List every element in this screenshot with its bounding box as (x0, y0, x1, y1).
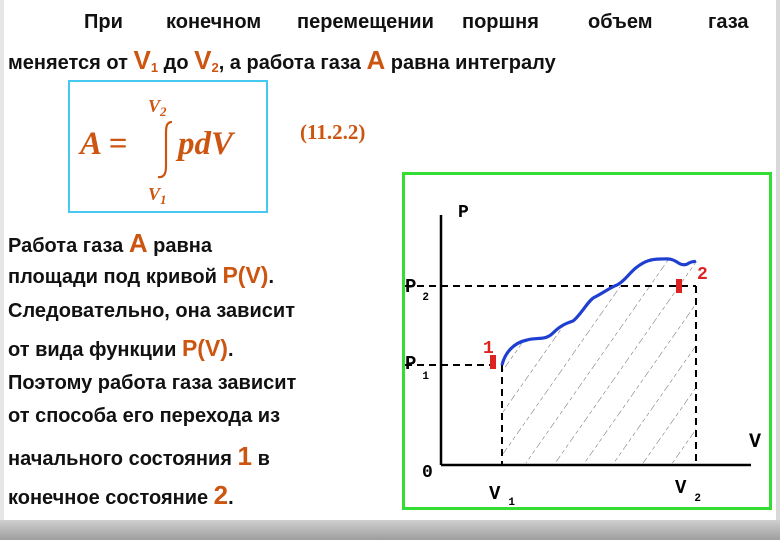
origin-label: 0 (422, 463, 433, 483)
v1-symbol: V1 (133, 45, 158, 75)
intro-word: поршня (462, 11, 539, 33)
intro-text: меняется от (8, 52, 128, 74)
slide-bottom-edge (0, 520, 780, 540)
body-line-4: от вида функции P(V). (8, 335, 234, 362)
intro-text: , а работа газа (218, 52, 361, 74)
work-area-hatching (502, 258, 696, 463)
intro-line-2: меняется от V1 до V2, а работа газа A ра… (8, 46, 776, 82)
body-line-3: Следовательно, она зависит (8, 300, 295, 322)
integral-formula: V2 A = pdV V1 (78, 96, 236, 207)
body-text: от вида функции (8, 339, 177, 361)
state-2-label: 2 (697, 265, 708, 285)
work-symbol: A (366, 45, 386, 75)
body-text: Работа газа (8, 235, 124, 257)
body-text: площади под кривой (8, 266, 217, 288)
slide-left-edge (0, 0, 4, 525)
body-accent: A (128, 228, 148, 258)
state-1-marker (490, 355, 496, 369)
body-line-1: Работа газа A равна (8, 228, 212, 259)
v2-subscript: 2 (211, 60, 219, 75)
body-text: . (228, 487, 234, 509)
state-1-label: 1 (483, 339, 494, 359)
equation-number: (11.2.2) (300, 120, 366, 144)
body-text: начального состояния (8, 448, 232, 470)
v1-letter: V (133, 45, 151, 75)
slide-right-edge (776, 0, 780, 540)
body-line-2: площади под кривой P(V). (8, 262, 274, 289)
intro-text: равна интегралу (390, 52, 556, 74)
formula-box: V2 A = pdV V1 (68, 80, 268, 213)
intro-text: до (163, 52, 189, 74)
body-text: конечное состояние (8, 487, 209, 509)
state-2-marker (676, 279, 682, 293)
body-accent: 2 (213, 480, 229, 510)
intro-word: конечном (166, 11, 262, 33)
intro-word: При (84, 11, 123, 33)
p1-label: P1 (405, 353, 429, 383)
body-line-8: конечное состояние 2. (8, 480, 234, 511)
intro-word: объем (588, 11, 653, 33)
upper-limit: V2 (148, 96, 167, 119)
intro-word: газа (708, 11, 749, 33)
v2-letter: V (194, 45, 212, 75)
process-curve (500, 257, 697, 366)
y-axis-label: P (458, 203, 469, 223)
body-line-5: Поэтому работа газа зависит (8, 372, 297, 394)
body-text: равна (153, 235, 212, 257)
formula-lhs: A = (78, 126, 127, 162)
body-accent: P(V) (222, 262, 269, 288)
integral-sign-icon (157, 120, 173, 179)
formula-integrand: pdV (175, 126, 236, 162)
body-text: в (257, 448, 270, 470)
v1-subscript: 1 (150, 60, 159, 75)
intro-word: перемещении (297, 11, 434, 33)
lower-limit: V1 (148, 184, 167, 207)
body-text: . (268, 266, 275, 288)
x-axis-label: V (749, 431, 761, 454)
body-text: . (227, 339, 234, 361)
body-accent: 1 (237, 441, 253, 471)
v2-symbol: V2 (194, 45, 219, 75)
body-accent: P(V) (181, 335, 228, 361)
body-line-6: от способа его перехода из (8, 405, 281, 427)
body-line-7: начального состояния 1 в (8, 441, 270, 472)
